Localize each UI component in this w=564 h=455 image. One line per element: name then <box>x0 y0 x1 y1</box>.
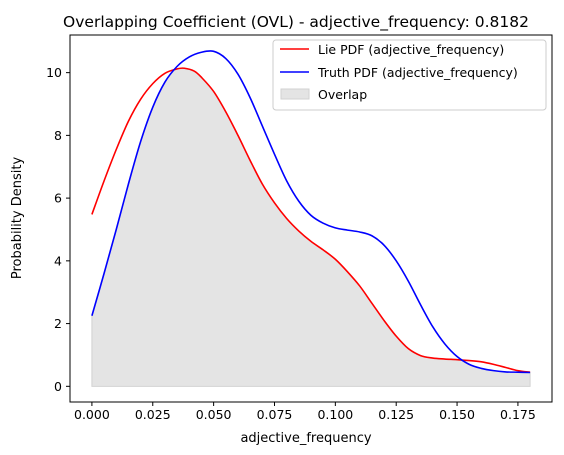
x-tick-label: 0.075 <box>257 407 293 422</box>
y-tick-label: 8 <box>54 128 62 143</box>
x-axis-label: adjective_frequency <box>240 431 371 446</box>
x-tick-label: 0.050 <box>196 407 232 422</box>
x-axis: 0.000 0.025 0.050 0.075 0.100 0.125 0.150 0.175 <box>74 402 536 422</box>
y-tick-label: 10 <box>46 65 62 80</box>
x-tick-label: 0.000 <box>74 407 110 422</box>
x-tick-label: 0.150 <box>439 407 475 422</box>
legend-label-overlap: Overlap <box>318 87 367 102</box>
y-axis: 0 2 4 6 8 10 <box>46 65 70 394</box>
plot-area <box>91 50 531 387</box>
x-tick-label: 0.175 <box>500 407 536 422</box>
y-tick-label: 6 <box>54 191 62 206</box>
chart-title: Overlapping Coefficient (OVL) - adjectiv… <box>63 13 529 32</box>
legend-label-truth: Truth PDF (adjective_frequency) <box>317 65 518 80</box>
x-tick-label: 0.125 <box>378 407 414 422</box>
y-tick-label: 2 <box>54 316 62 331</box>
y-axis-label: Probability Density <box>10 157 25 280</box>
legend-box <box>272 39 547 111</box>
legend: Lie PDF (adjective_frequency) Truth PDF … <box>272 39 547 111</box>
legend-swatch-overlap <box>280 88 310 100</box>
y-tick-label: 0 <box>54 379 62 394</box>
legend-label-lie: Lie PDF (adjective_frequency) <box>318 42 504 57</box>
y-tick-label: 4 <box>54 253 62 268</box>
axes-frame <box>69 34 553 403</box>
lie-pdf-line <box>91 67 531 373</box>
truth-pdf-line <box>91 50 531 374</box>
x-tick-label: 0.100 <box>317 407 353 422</box>
x-tick-label: 0.025 <box>135 407 171 422</box>
